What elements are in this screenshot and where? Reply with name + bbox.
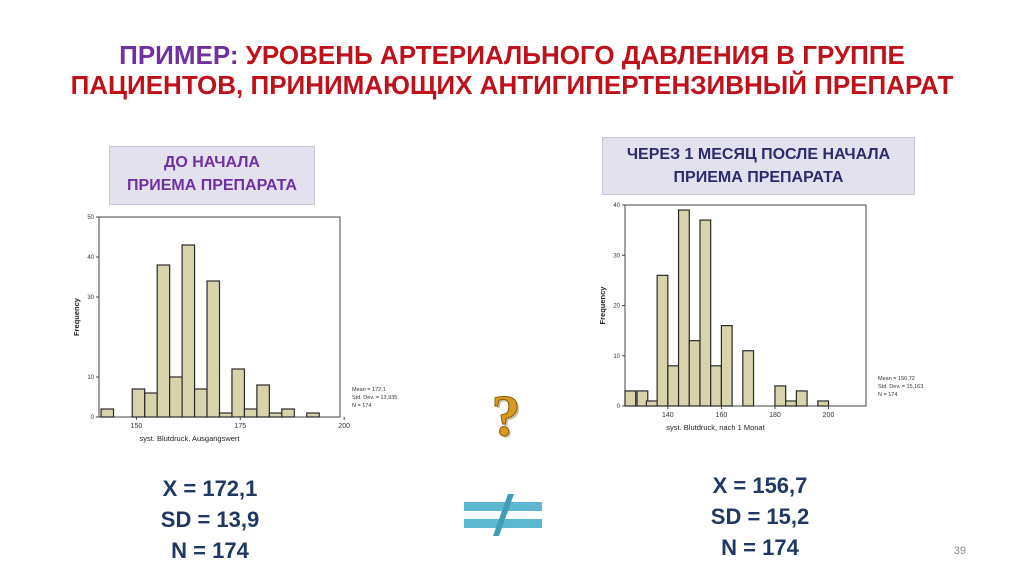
histogram-bar [624, 390, 637, 407]
histogram-bar [206, 280, 221, 418]
histogram-bar [306, 412, 320, 418]
before-label-line-2: ПРИЕМА ПРЕПАРАТА [127, 177, 297, 194]
after-sd: SD = 15,2 [710, 504, 810, 529]
histogram-bar [231, 368, 246, 418]
title-line-2: ПАЦИЕНТОВ, ПРИНИМАЮЩИХ АНТИГИПЕРТЕНЗИВНЫ… [70, 70, 954, 100]
stats-annotation: Mean = 172,1 [352, 387, 386, 393]
y-tick-label: 0 [91, 415, 95, 421]
histogram-bar [243, 408, 258, 418]
stats-annotation: Std. Dev. = 15,163 [878, 384, 923, 390]
y-tick-label: 30 [87, 295, 94, 301]
histogram-bar [677, 209, 690, 407]
question-mark-icon: ? ? [491, 385, 523, 445]
before-mean: X = 172,1 [162, 476, 258, 501]
histogram-bar [193, 388, 208, 418]
slide-title: ПРИМЕР: УРОВЕНЬ АРТЕРИАЛЬНОГО ДАВЛЕНИЯ В… [40, 40, 984, 100]
after-label-line-2: ПРИЕМА ПРЕПАРАТА [673, 169, 844, 186]
before-statistics: X = 172,1 SD = 13,9 N = 174 [140, 473, 280, 566]
histogram-bar [169, 376, 183, 418]
svg-text:?: ? [494, 385, 523, 445]
histogram-bar [181, 244, 196, 418]
histogram-bar [218, 412, 233, 418]
stats-annotation: N = 174 [352, 403, 371, 409]
stats-annotation: Std. Dev. = 13,935 [352, 395, 397, 401]
before-n: N = 174 [171, 538, 249, 563]
y-axis-label: Frequency [72, 297, 81, 336]
x-tick-label: 180 [769, 412, 781, 419]
after-label-line-1: ЧЕРЕЗ 1 МЕСЯЦ ПОСЛЕ НАЧАЛА [626, 146, 891, 163]
x-tick-label: 175 [234, 423, 246, 430]
y-tick-label: 40 [87, 255, 94, 261]
histogram-bar [667, 365, 680, 407]
histogram-bar [268, 412, 283, 418]
histogram-bar [742, 350, 755, 407]
x-tick-label: 150 [131, 423, 143, 430]
x-tick-label: 200 [823, 412, 835, 419]
histogram-bar [688, 340, 701, 407]
y-tick-label: 30 [613, 253, 620, 259]
histogram-bar [785, 400, 797, 407]
x-axis-label: syst. Blutdruck, Ausgangswert [139, 434, 240, 443]
x-tick-label: 160 [716, 412, 728, 419]
y-tick-label: 10 [613, 354, 620, 360]
page-number: 39 [953, 545, 966, 557]
x-axis-label: syst. Blutdruck, nach 1 Monat [666, 423, 765, 432]
before-sd: SD = 13,9 [160, 507, 260, 532]
histogram-bar [817, 400, 830, 407]
histogram-bar [774, 385, 787, 407]
after-treatment-label: ЧЕРЕЗ 1 МЕСЯЦ ПОСЛЕ НАЧАЛА ПРИЕМА ПРЕПАР… [602, 137, 915, 195]
histogram-bar [100, 408, 115, 418]
histogram-bar [156, 264, 171, 418]
histogram-bar [699, 219, 712, 407]
title-lead: ПРИМЕР: [119, 40, 239, 70]
histogram-bar [144, 392, 158, 418]
svg-text:?: ? [492, 385, 521, 445]
histogram-bar [795, 390, 808, 407]
y-tick-label: 0 [617, 404, 621, 410]
after-n: N = 174 [721, 535, 799, 560]
x-tick-label: 200 [338, 423, 350, 430]
after-statistics: X = 156,7 SD = 15,2 N = 174 [690, 470, 830, 563]
after-mean: X = 156,7 [712, 473, 808, 498]
before-label-line-1: ДО НАЧАЛА [164, 154, 260, 171]
y-tick-label: 40 [613, 203, 620, 209]
histogram-bar [710, 365, 722, 407]
title-line-1-rest: УРОВЕНЬ АРТЕРИАЛЬНОГО ДАВЛЕНИЯ В ГРУППЕ [245, 40, 905, 70]
histogram-bar [131, 388, 146, 418]
histogram-bar [720, 324, 733, 407]
y-tick-label: 20 [613, 304, 620, 310]
before-treatment-label: ДО НАЧАЛА ПРИЕМА ПРЕПАРАТА [109, 146, 315, 205]
not-equal-icon [464, 494, 542, 536]
histogram-bar [645, 400, 658, 407]
histogram-bar [656, 274, 669, 407]
y-tick-label: 50 [87, 215, 94, 221]
stats-annotation: N = 174 [878, 392, 897, 398]
y-tick-label: 10 [87, 375, 94, 381]
histogram-bar [636, 390, 649, 407]
histogram-before: 0 10 30 40 50 150 175 200 syst. Blutdruck, Ausga… [72, 215, 397, 443]
histogram-bar [281, 408, 295, 418]
x-tick-label: 140 [662, 412, 674, 419]
title-line-1: ПРИМЕР: УРОВЕНЬ АРТЕРИАЛЬНОГО ДАВЛЕНИЯ В… [40, 40, 984, 70]
stats-annotation: Mean = 156,72 [878, 376, 915, 382]
y-axis-label: Frequency [598, 286, 607, 325]
histogram-bar [256, 384, 270, 418]
histogram-after: 0 10 20 30 40 140 160 180 200 syst. Blutdruck, na… [598, 203, 923, 432]
